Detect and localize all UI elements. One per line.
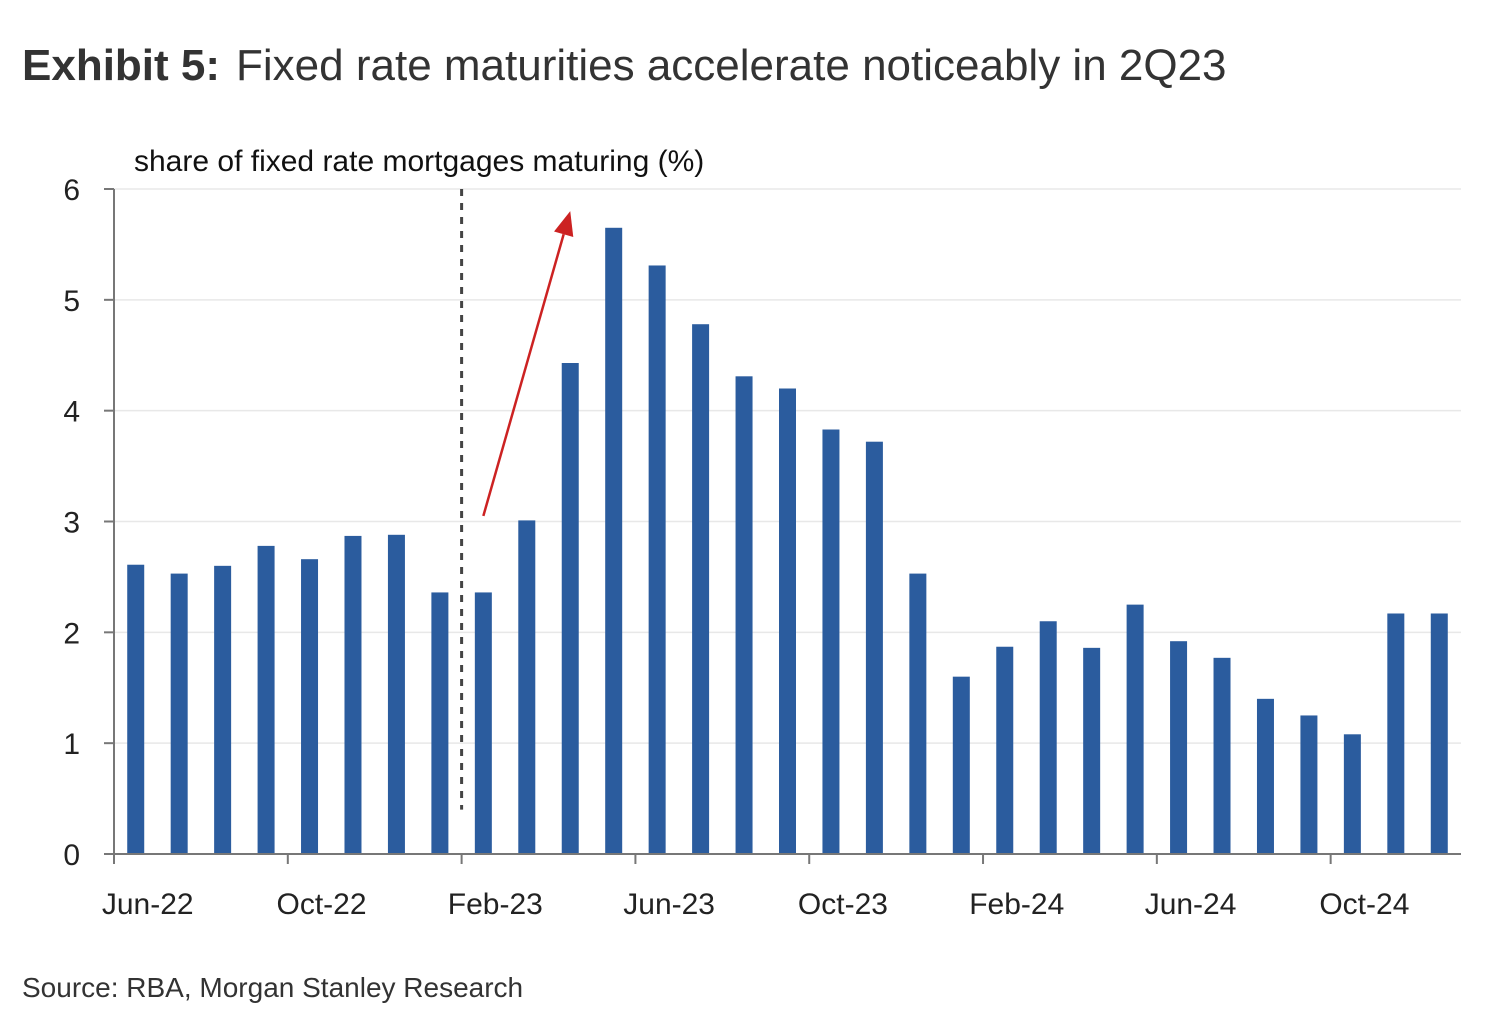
bar-sep-22 (257, 545, 275, 854)
annotation-arrow-shaft (482, 233, 565, 517)
bar-jul-23 (692, 324, 710, 854)
x-tick-label: Feb-24 (969, 888, 1064, 921)
bar-chart: 0 1 2 3 4 5 6 Jun-22 Oct-22 Feb-23 Jun-23 Oct-23 Feb… (63, 145, 1461, 921)
bar-jul-24 (1213, 657, 1231, 854)
annotations (460, 189, 574, 810)
x-tick-label: Oct-22 (277, 888, 367, 921)
bar-jun-24 (1170, 641, 1188, 854)
bar-aug-23 (735, 376, 753, 854)
bar-dec-24 (1430, 613, 1448, 854)
bar-nov-24 (1387, 613, 1405, 854)
annotation-arrow-head (554, 211, 574, 237)
bar-oct-23 (822, 429, 840, 854)
bar-oct-22 (301, 559, 319, 854)
bar-may-23 (605, 227, 623, 855)
x-tick-label: Feb-23 (448, 888, 543, 921)
x-tick-label: Jun-24 (1145, 888, 1237, 921)
bar-apr-23 (561, 363, 579, 854)
bar-jan-24 (952, 676, 970, 854)
bar-dec-22 (387, 534, 405, 854)
exhibit-title: Fixed rate maturities accelerate noticea… (236, 41, 1227, 90)
bar-nov-22 (344, 535, 362, 854)
y-tick-label: 3 (63, 507, 80, 540)
bar-jun-23 (648, 265, 666, 855)
bar-jul-22 (170, 573, 188, 854)
y-tick-label: 4 (63, 396, 80, 429)
bar-aug-22 (214, 565, 232, 854)
x-tick-label: Jun-22 (102, 888, 194, 921)
y-tick-label: 6 (63, 174, 80, 207)
bar-mar-23 (518, 520, 536, 854)
bar-aug-24 (1256, 698, 1274, 854)
y-tick-label: 0 (63, 839, 80, 872)
y-tick-label: 5 (63, 285, 80, 318)
axes: 0 1 2 3 4 5 6 Jun-22 Oct-22 Feb-23 Jun-23 Oct-23 Feb… (63, 174, 1461, 921)
x-tick-label: Oct-24 (1319, 888, 1409, 921)
y-axis-label: share of fixed rate mortgages maturing (… (134, 145, 704, 178)
bar-jun-22 (127, 564, 145, 854)
bar-mar-24 (1039, 621, 1057, 854)
x-tick-label: Jun-23 (623, 888, 715, 921)
y-tick-label: 2 (63, 617, 80, 650)
bars (127, 227, 1448, 855)
bar-oct-24 (1343, 734, 1361, 854)
source-note: Source: RBA, Morgan Stanley Research (22, 972, 524, 1003)
bar-dec-23 (909, 573, 927, 854)
bar-may-24 (1126, 604, 1144, 854)
y-tick-label: 1 (63, 728, 80, 761)
exhibit-label: Exhibit 5: (22, 41, 221, 90)
bar-apr-24 (1083, 647, 1101, 854)
bar-nov-23 (865, 441, 883, 854)
bar-sep-24 (1300, 715, 1318, 854)
x-tick-label: Oct-23 (798, 888, 888, 921)
bar-feb-23 (474, 592, 492, 854)
bar-jan-23 (431, 592, 449, 854)
chart-title: Exhibit 5: Fixed rate maturities accelera… (22, 38, 1227, 94)
bar-feb-24 (996, 646, 1014, 854)
chart-area: 0 1 2 3 4 5 6 Jun-22 Oct-22 Feb-23 Jun-23 Oct-23 Feb… (0, 130, 1486, 950)
bar-sep-23 (779, 388, 796, 854)
